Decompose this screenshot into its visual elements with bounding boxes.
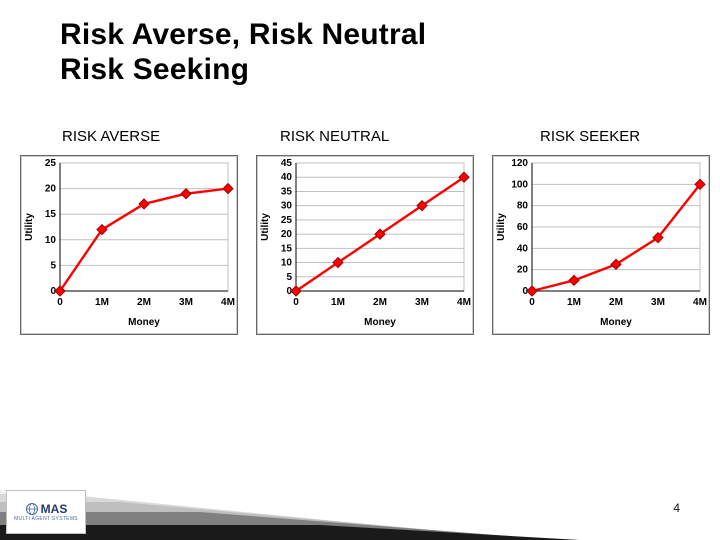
svg-text:120: 120 bbox=[511, 158, 528, 169]
svg-text:Utility: Utility bbox=[260, 213, 271, 241]
svg-text:40: 40 bbox=[517, 243, 529, 254]
logo-text: MAS bbox=[25, 502, 68, 516]
svg-text:2M: 2M bbox=[609, 297, 623, 308]
svg-text:20: 20 bbox=[281, 229, 293, 240]
svg-text:15: 15 bbox=[281, 243, 293, 254]
svg-text:45: 45 bbox=[281, 158, 293, 169]
svg-text:0: 0 bbox=[293, 297, 299, 308]
svg-text:15: 15 bbox=[45, 209, 57, 220]
logo-main-text: MAS bbox=[41, 502, 68, 516]
title-line-2: Risk Seeking bbox=[60, 53, 249, 86]
svg-text:2M: 2M bbox=[137, 297, 151, 308]
svg-text:4M: 4M bbox=[693, 297, 707, 308]
svg-text:5: 5 bbox=[286, 272, 292, 283]
chart-svg: 051015202501M2M3M4MMoneyUtility bbox=[20, 155, 238, 335]
svg-text:Utility: Utility bbox=[24, 213, 35, 241]
svg-text:4M: 4M bbox=[457, 297, 471, 308]
page-number: 4 bbox=[673, 501, 680, 515]
svg-text:25: 25 bbox=[45, 158, 57, 169]
svg-text:35: 35 bbox=[281, 186, 293, 197]
svg-text:80: 80 bbox=[517, 201, 529, 212]
chart-label-neutral: RISK NEUTRAL bbox=[280, 128, 389, 145]
chart-averse: 051015202501M2M3M4MMoneyUtility bbox=[20, 155, 238, 335]
svg-text:0: 0 bbox=[57, 297, 63, 308]
logo-subtext: MULTI AGENT SYSTEMS bbox=[14, 516, 78, 522]
svg-text:4M: 4M bbox=[221, 297, 235, 308]
svg-text:10: 10 bbox=[45, 235, 57, 246]
chart-svg: 05101520253035404501M2M3M4MMoneyUtility bbox=[256, 155, 474, 335]
svg-text:2M: 2M bbox=[373, 297, 387, 308]
chart-label-averse: RISK AVERSE bbox=[62, 128, 160, 145]
svg-text:0: 0 bbox=[529, 297, 535, 308]
svg-text:20: 20 bbox=[45, 184, 57, 195]
chart-neutral: 05101520253035404501M2M3M4MMoneyUtility bbox=[256, 155, 474, 335]
svg-text:1M: 1M bbox=[567, 297, 581, 308]
chart-label-seeker: RISK SEEKER bbox=[540, 128, 640, 145]
svg-text:3M: 3M bbox=[415, 297, 429, 308]
slide-title: Risk Averse, Risk Neutral Risk Seeking bbox=[60, 18, 620, 87]
chart-svg: 02040608010012001M2M3M4MMoneyUtility bbox=[492, 155, 710, 335]
chart-seeker: 02040608010012001M2M3M4MMoneyUtility bbox=[492, 155, 710, 335]
title-line-1: Risk Averse, Risk Neutral bbox=[60, 18, 426, 51]
globe-icon bbox=[25, 502, 39, 516]
footer-stripes-svg bbox=[0, 470, 720, 540]
svg-text:3M: 3M bbox=[651, 297, 665, 308]
svg-text:Utility: Utility bbox=[496, 213, 507, 241]
svg-text:20: 20 bbox=[517, 265, 529, 276]
svg-text:Money: Money bbox=[364, 317, 396, 328]
svg-text:Money: Money bbox=[128, 317, 160, 328]
svg-text:5: 5 bbox=[50, 260, 56, 271]
svg-text:25: 25 bbox=[281, 215, 293, 226]
logo: MAS MULTI AGENT SYSTEMS bbox=[6, 490, 86, 534]
svg-text:Money: Money bbox=[600, 317, 632, 328]
chart-row: 0 5 10 15 20 25 0 1M 2M 3M 4M Money Utility 0 5 10 15 20… bbox=[20, 155, 710, 335]
svg-text:60: 60 bbox=[517, 222, 529, 233]
footer-decoration: MAS MULTI AGENT SYSTEMS bbox=[0, 470, 720, 540]
svg-text:100: 100 bbox=[511, 179, 528, 190]
svg-text:30: 30 bbox=[281, 201, 293, 212]
svg-text:10: 10 bbox=[281, 258, 293, 269]
svg-text:1M: 1M bbox=[331, 297, 345, 308]
slide: Risk Averse, Risk Neutral Risk Seeking R… bbox=[0, 0, 720, 540]
svg-text:40: 40 bbox=[281, 172, 293, 183]
svg-text:3M: 3M bbox=[179, 297, 193, 308]
svg-text:1M: 1M bbox=[95, 297, 109, 308]
